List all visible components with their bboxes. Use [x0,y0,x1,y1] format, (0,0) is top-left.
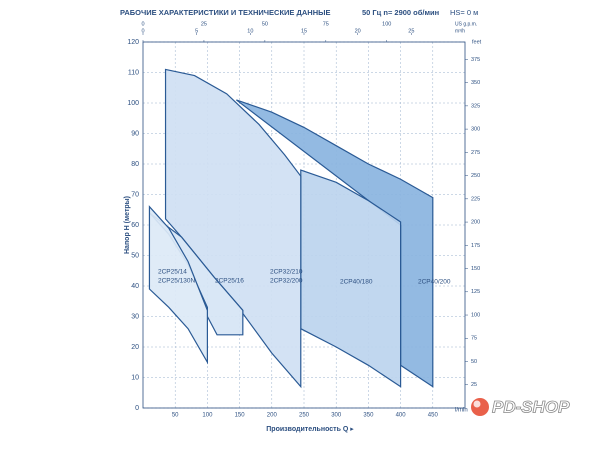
plot-frame [142,41,466,409]
y-axis-title: Напор H (метры) [124,196,131,254]
y-tick-label: 60 [131,222,139,229]
region-label: 2CP32/210 [270,269,303,276]
y2-tick-label: 25 [471,382,477,388]
y-tick-label: 50 [131,252,139,259]
logo-icon-highlight [473,400,481,408]
region-label: 2CP25/130N [158,278,196,285]
y-tick-label: 110 [128,69,139,76]
x-tick-label: 100 [202,413,213,419]
y2-tick-label: 375 [471,57,480,63]
top-unit: m³/h [455,28,465,34]
region-label: 2CP25/16 [215,278,244,285]
x-tick-label: 300 [331,413,342,419]
x-tick-label: 450 [428,413,439,419]
y-tick-label: 30 [131,313,139,320]
y2-tick-label: 350 [471,80,480,86]
region-label: 2CP32/200 [270,278,303,285]
logo-text: PD-SHOP [492,397,570,416]
y-tick-label: 90 [131,130,139,137]
x-unit: l/min [455,408,468,414]
y2-tick-label: 150 [471,266,480,272]
region-label: 2CP40/180 [340,279,373,286]
top-tick-label: 15 [301,28,307,34]
y2-tick-label: 225 [471,196,480,202]
logo: PD-SHOP [471,397,571,417]
top-tick-label: 100 [382,21,391,27]
y2-tick-label: 250 [471,173,480,179]
chart-subtitle: 50 Гц n= 2900 об/мин [362,8,439,17]
x-tick-label: 150 [235,413,246,419]
top-tick-label: 75 [323,21,329,27]
y-tick-label: 10 [131,374,139,381]
top-tick-label: 0 [141,28,144,34]
top-tick-label: 0 [141,21,144,27]
chart-title: РАБОЧИЕ ХАРАКТЕРИСТИКИ И ТЕХНИЧЕСКИЕ ДАН… [120,8,330,17]
region [300,169,402,388]
top-unit: US g.p.m. [455,21,477,27]
y-tick-label: 100 [127,100,139,107]
y2-tick-label: 325 [471,103,480,109]
top-tick-label: 25 [408,28,414,34]
note: HS= 0 м [450,8,478,17]
logo-icon [471,398,489,416]
y-tick-label: 80 [131,161,139,168]
y2-tick-label: 100 [471,312,480,318]
x-tick-label: 400 [396,413,407,419]
y-tick-label: 70 [131,191,139,198]
plot: 2CP40/200 2CP40/180 2CP32/210 2CP32/200 2CP2… [148,68,451,389]
y-tick-label: 20 [131,344,139,351]
y-tick-label: 40 [131,283,139,290]
top-tick-label: 25 [201,21,207,27]
y2-tick-label: 75 [471,336,477,342]
x-tick-label: 350 [363,413,374,419]
top-tick-label: 5 [195,28,198,34]
x-axis-title: Производительность Q ▸ [266,426,354,433]
region [148,205,208,365]
top-tick-label: 50 [262,21,268,27]
top-tick-label: 10 [247,28,253,34]
x-tick-label: 50 [172,413,179,419]
y2-tick-label: 175 [471,243,480,249]
y2-tick-label: 125 [471,289,480,295]
y-tick-label: 120 [127,39,139,46]
x-tick-label: 200 [267,413,278,419]
y-tick-label: 0 [135,405,139,412]
y2-tick-label: 300 [471,127,480,133]
y2-tick-label: 50 [471,359,477,365]
y2-tick-label: 275 [471,150,480,156]
region-label: 2CP25/14 [158,269,187,276]
x-tick-label: 250 [299,413,310,419]
y2-unit: feet [472,39,482,45]
region-label: 2CP40/200 [418,279,451,286]
y2-tick-label: 200 [471,220,480,226]
top-tick-label: 20 [355,28,361,34]
